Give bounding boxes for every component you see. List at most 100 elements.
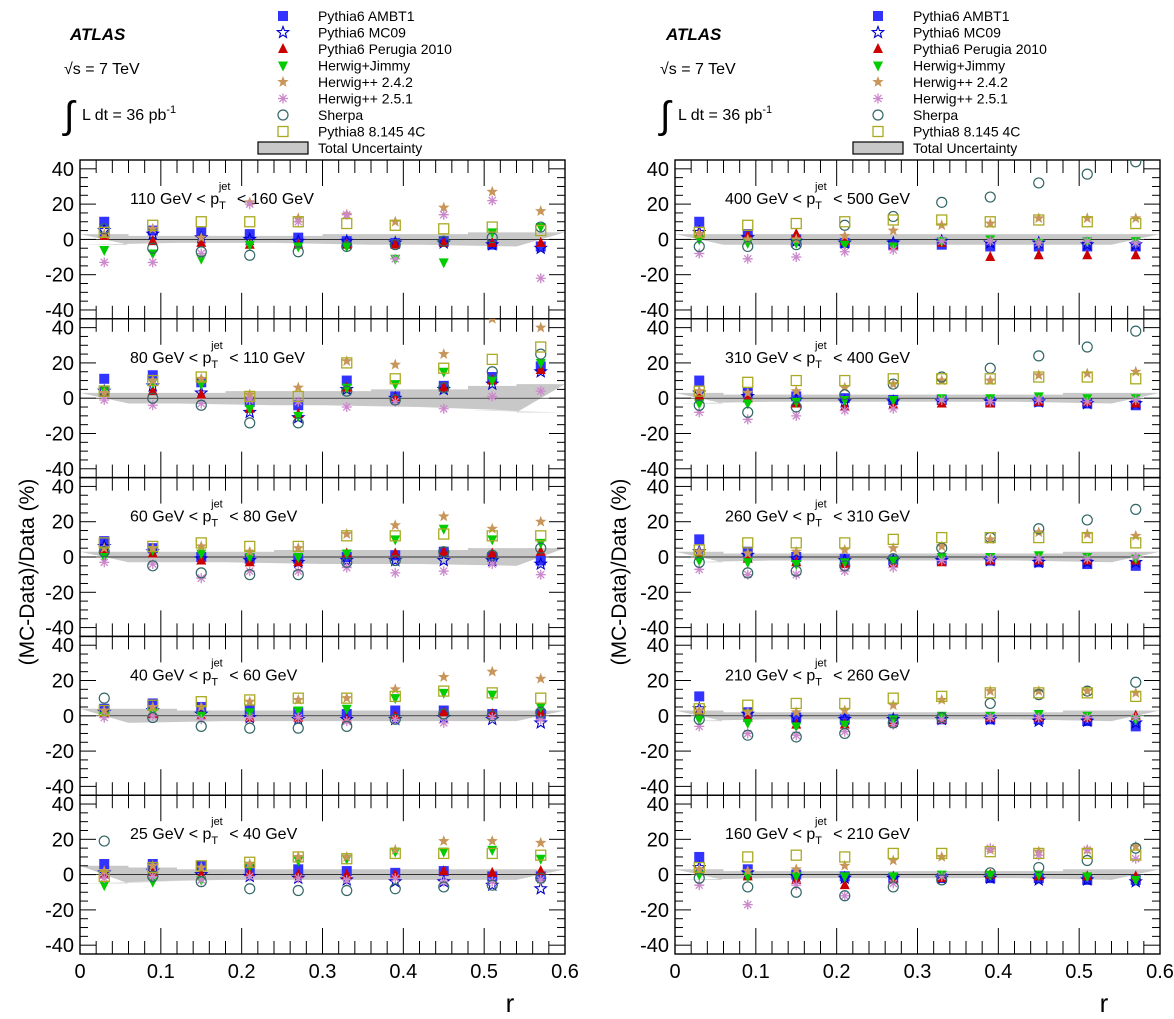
point-sherpa (790, 886, 802, 898)
y-tick-label: 20 (647, 512, 669, 534)
legend-label-hw242: Herwig++ 2.4.2 (318, 74, 413, 90)
point-py8 (1033, 371, 1045, 383)
y-tick-label: -40 (640, 935, 669, 957)
panel-label-sup: jet (814, 181, 827, 193)
point-hw251 (99, 712, 110, 723)
point-hw242 (292, 381, 304, 393)
point-sherpa (936, 874, 948, 886)
point-py8 (1081, 531, 1093, 544)
point-sherpa (147, 560, 159, 572)
point-hw242 (195, 231, 207, 243)
point-ambt1 (694, 375, 705, 386)
point-sherpa (693, 240, 705, 253)
y-tick-label: -40 (45, 300, 74, 322)
x-tick-label: 0.2 (228, 961, 256, 983)
y-axis-title-right: (MC-Data)/Data (%) (608, 479, 631, 666)
panel-label-high: < 210 GeV (829, 826, 911, 843)
point-hw242 (341, 692, 353, 704)
legend-label-hw251: Herwig++ 2.5.1 (913, 91, 1008, 107)
point-sherpa (887, 717, 899, 729)
point-perugia (196, 388, 207, 399)
y-tick-label: -40 (640, 300, 669, 322)
point-py8 (1130, 690, 1142, 703)
x-tick-label: 0.2 (823, 961, 851, 983)
point-sherpa (292, 722, 304, 734)
point-sherpa (486, 366, 498, 378)
point-hw242 (984, 374, 996, 386)
point-py8 (839, 537, 851, 549)
point-sherpa (742, 567, 754, 579)
point-hw242 (389, 519, 401, 531)
point-hw242 (839, 543, 851, 555)
energy-label-right: √s = 7 TeV (660, 61, 736, 78)
energy-value-right: = 7 TeV (681, 61, 736, 78)
legend-label-py8: Pythia8 8.145 4C (318, 124, 425, 140)
point-py8 (693, 226, 705, 238)
point-sherpa (790, 565, 802, 577)
point-hw251 (1130, 552, 1141, 562)
point-jimmy (791, 872, 802, 883)
point-hw251 (839, 405, 850, 416)
point-jimmy (839, 720, 850, 731)
point-sherpa (839, 727, 851, 740)
point-sherpa (742, 881, 754, 893)
point-hw251 (936, 555, 947, 566)
y-tick-label: -20 (640, 900, 669, 922)
point-hw251 (293, 873, 304, 884)
point-py8 (244, 540, 256, 553)
point-jimmy (438, 524, 449, 535)
point-sherpa (389, 883, 401, 895)
point-ambt1 (535, 555, 546, 566)
point-perugia (1082, 249, 1093, 260)
point-jimmy (293, 242, 304, 253)
point-py8 (742, 376, 754, 388)
panel-0-4: -40 -20 0 20 40 0 0.1 0.2 0.3 0.4 0.5 0.6 25 GeV < p… (45, 794, 579, 983)
point-perugia (438, 865, 449, 876)
point-hw251 (1082, 844, 1093, 855)
point-py8 (341, 853, 353, 865)
legend-marker-perugia (873, 43, 883, 53)
point-hw251 (244, 394, 255, 405)
point-sherpa (984, 191, 996, 203)
series-py8 (693, 214, 1142, 238)
point-sherpa (389, 554, 401, 567)
series-hw242 (98, 665, 547, 716)
y-tick-label: -20 (45, 423, 74, 445)
point-perugia (535, 865, 546, 876)
point-ambt1 (341, 375, 352, 386)
point-hw242 (790, 233, 802, 245)
point-jimmy (244, 404, 255, 415)
legend-marker-hw251 (873, 93, 883, 104)
panel-label-low: 25 GeV < p (130, 826, 211, 843)
point-hw242 (535, 321, 547, 333)
point-hw242 (1033, 526, 1045, 538)
point-hw251 (535, 386, 546, 397)
series-py8 (98, 685, 547, 717)
point-hw242 (292, 850, 304, 862)
point-py8 (244, 856, 256, 868)
point-hw242 (486, 835, 498, 846)
y-tick-label: 20 (52, 194, 74, 216)
series-py8 (693, 371, 1142, 397)
point-sherpa (195, 720, 207, 732)
point-hw251 (1033, 712, 1044, 723)
panel-label-low: 400 GeV < p (725, 191, 815, 208)
point-py8 (936, 531, 948, 544)
point-sherpa (984, 867, 996, 879)
point-py8 (887, 373, 899, 385)
point-py8 (147, 699, 159, 711)
point-perugia (487, 547, 498, 558)
point-sherpa (1033, 350, 1045, 362)
experiment-label-right: ATLAS (665, 25, 722, 44)
point-sherpa (438, 235, 450, 247)
legend-label-sherpa: Sherpa (913, 107, 958, 123)
panel-label-sup: jet (814, 816, 827, 828)
panel-0-3: -40 -20 0 20 40 40 GeV < pTjet < 60 GeV (45, 635, 566, 798)
point-mc09 (1080, 872, 1095, 887)
x-axis-title-right: r (1100, 988, 1109, 1018)
panel-label-high: < 40 GeV (225, 826, 298, 843)
point-hw242 (693, 385, 705, 396)
panel-label-low: 160 GeV < p (725, 826, 815, 843)
point-py8 (742, 851, 754, 863)
